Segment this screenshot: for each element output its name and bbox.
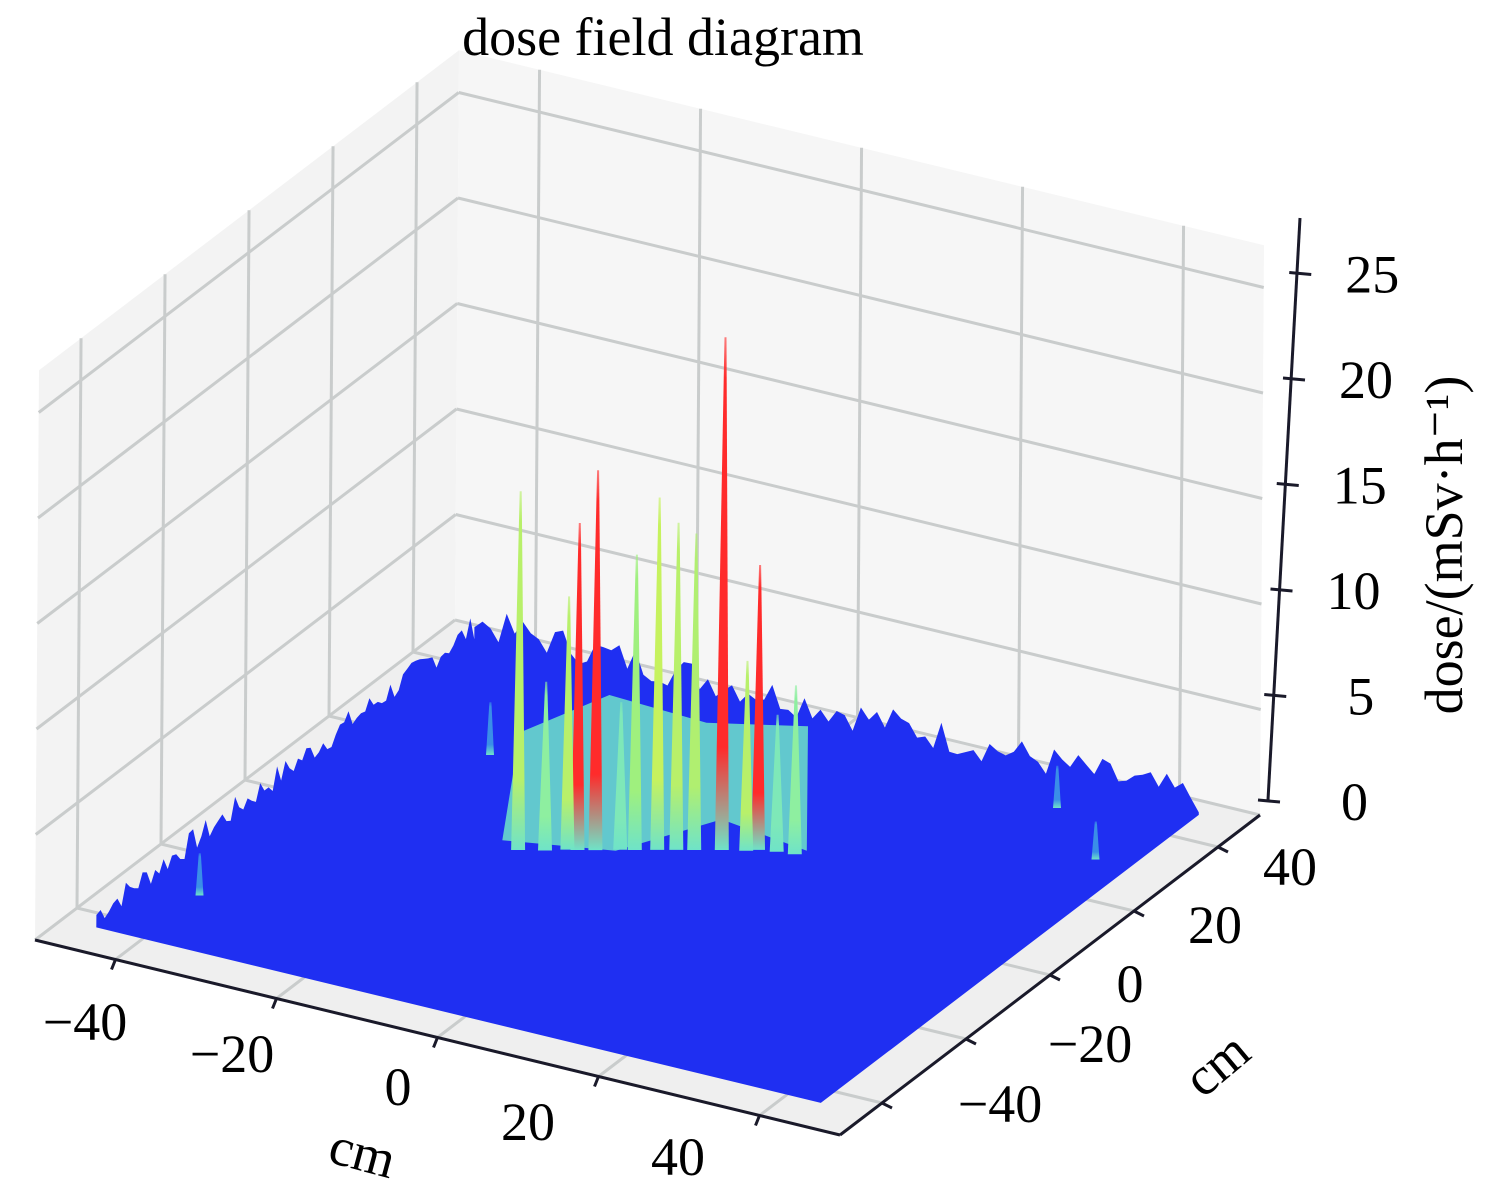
left-wall-gridline xyxy=(34,618,456,942)
z-tick-mark xyxy=(1270,587,1293,593)
dose-peak xyxy=(751,565,765,850)
dose-peak xyxy=(787,685,802,855)
left-wall-gridline xyxy=(75,338,83,909)
y-tick-label: 20 xyxy=(1188,895,1242,955)
y-tick-mark xyxy=(1133,909,1145,918)
z-axis-line xyxy=(1266,217,1302,801)
z-tick-label: 15 xyxy=(1333,456,1387,516)
z-tick-labels: 0 5 10 15 20 25 xyxy=(1327,245,1400,833)
z-tick-label: 20 xyxy=(1339,350,1393,410)
z-axis-label: dose/(mSv·h⁻¹) xyxy=(1414,376,1474,715)
z-tick-mark xyxy=(1282,376,1306,382)
left-wall-gridline xyxy=(411,82,419,653)
dose-peaks xyxy=(195,337,1100,896)
x-tick-mark xyxy=(754,1114,761,1127)
axes xyxy=(34,217,1312,1137)
y-tick-labels: −40−200 20 40 xyxy=(958,837,1317,1134)
y-tick-mark xyxy=(881,1101,893,1110)
x-tick-label: 20 xyxy=(501,1092,555,1152)
back-wall-gridline xyxy=(458,91,1265,289)
y-tick-label: −20 xyxy=(1048,1014,1132,1074)
dose-peak xyxy=(669,522,684,850)
dose-peak xyxy=(588,470,603,851)
left-wall-gridline xyxy=(36,302,459,625)
back-wall-gridline xyxy=(1017,186,1025,757)
z-tick-mark xyxy=(1257,798,1281,804)
y-tick-label: −40 xyxy=(958,1074,1042,1134)
left-wall-gridline xyxy=(327,146,335,717)
x-tick-mark xyxy=(271,997,278,1010)
dose-peak xyxy=(195,853,204,896)
surface-base xyxy=(96,613,1199,1103)
x-tick-mark xyxy=(593,1075,600,1088)
x-tick-mark xyxy=(110,958,117,971)
dose-peak xyxy=(1053,765,1061,808)
back-wall-gridline xyxy=(457,196,1264,395)
z-tick-label: 5 xyxy=(1347,667,1374,727)
left-wall-gridline xyxy=(159,274,167,845)
left-wall-gridline xyxy=(35,407,458,731)
dose-peak xyxy=(570,523,585,850)
left-wall-gridline xyxy=(37,91,460,414)
dose-peak xyxy=(486,702,494,755)
back-wall-gridline xyxy=(456,407,1262,606)
x-tick-labels: −40 −20 0 20 40 xyxy=(43,992,705,1187)
x-tick-label: 40 xyxy=(651,1127,705,1187)
x-tick-mark xyxy=(432,1036,439,1049)
y-tick-mark xyxy=(965,1037,977,1046)
left-wall-gridline xyxy=(37,196,459,520)
dose-peak xyxy=(714,337,729,850)
left-wall-gridline xyxy=(243,210,251,781)
z-tick-mark xyxy=(1276,482,1299,487)
dose-peak xyxy=(613,702,628,850)
dose-peak xyxy=(627,554,642,850)
z-tick-label: 10 xyxy=(1327,561,1381,621)
dose-peak xyxy=(769,714,784,852)
back-wall-gridline xyxy=(856,147,864,718)
back-wall-gridline xyxy=(455,513,1262,711)
back-wall-gridline xyxy=(456,302,1263,500)
dose-peak xyxy=(511,491,526,850)
z-tick-label: 25 xyxy=(1345,245,1399,305)
dose-peak xyxy=(739,660,754,851)
y-tick-mark xyxy=(1217,845,1229,854)
y-tick-mark xyxy=(1049,973,1061,982)
dose-peak xyxy=(538,681,552,851)
x-axis-label: cm xyxy=(323,1115,402,1190)
x-tick-label: −20 xyxy=(190,1024,274,1084)
dose-peak xyxy=(560,596,575,850)
z-tick-mark xyxy=(1264,693,1287,698)
x-tick-label: −40 xyxy=(43,992,127,1052)
z-tick-mark xyxy=(1289,271,1312,276)
y-tick-label: 40 xyxy=(1263,837,1317,897)
chart-title: dose field diagram xyxy=(462,7,864,67)
dose-peak xyxy=(650,497,665,850)
left-wall-gridline xyxy=(34,513,457,836)
y-axis-label: cm xyxy=(1172,1020,1261,1108)
dose-peak xyxy=(1091,821,1100,860)
x-tick-label: 0 xyxy=(385,1057,412,1117)
back-wall-gridline xyxy=(1178,225,1186,796)
dose-peak xyxy=(687,533,702,850)
z-tick-label: 0 xyxy=(1341,772,1368,832)
back-wall-gridline xyxy=(534,69,542,640)
y-tick-label: 0 xyxy=(1117,954,1144,1014)
